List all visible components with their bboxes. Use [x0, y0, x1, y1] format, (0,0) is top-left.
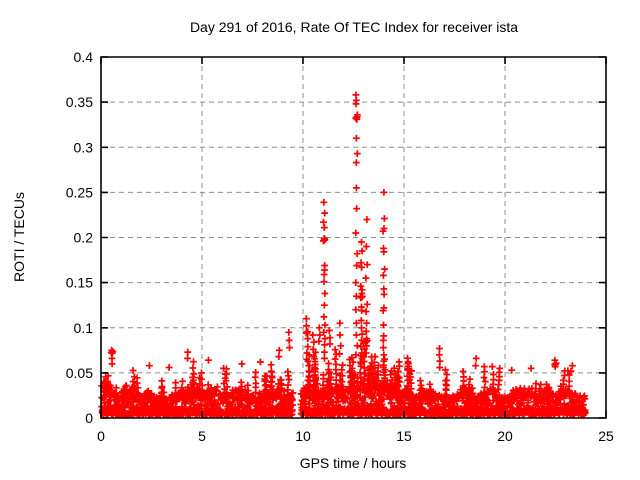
- y-tick-label: 0.1: [74, 320, 94, 336]
- x-tick-label: 25: [598, 428, 614, 444]
- axis-ticks: [100, 56, 607, 419]
- data-points-series: [98, 91, 589, 419]
- y-tick-label: 0.35: [66, 94, 93, 110]
- x-tick-label: 10: [295, 428, 311, 444]
- x-tick-label: 20: [497, 428, 513, 444]
- x-tick-label: 0: [97, 428, 105, 444]
- x-tick-label: 5: [198, 428, 206, 444]
- chart-canvas: 0 0.05 0.1 0.15 0.2 0.25 0.3 0.35 0.4 0 5 10 15 20 25: [66, 49, 614, 444]
- y-tick-label: 0.05: [66, 365, 93, 381]
- y-tick-label: 0: [85, 410, 93, 426]
- y-axis-label: ROTI / TECUs: [11, 192, 27, 282]
- y-tick-label: 0.25: [66, 184, 93, 200]
- y-tick-label: 0.15: [66, 275, 93, 291]
- chart-title: Day 291 of 2016, Rate Of TEC Index for r…: [190, 19, 518, 35]
- y-tick-label: 0.4: [74, 49, 94, 65]
- x-tick-label: 15: [396, 428, 412, 444]
- x-axis-label: GPS time / hours: [300, 455, 407, 471]
- y-tick-label: 0.3: [74, 139, 94, 155]
- y-tick-label: 0.2: [74, 230, 94, 246]
